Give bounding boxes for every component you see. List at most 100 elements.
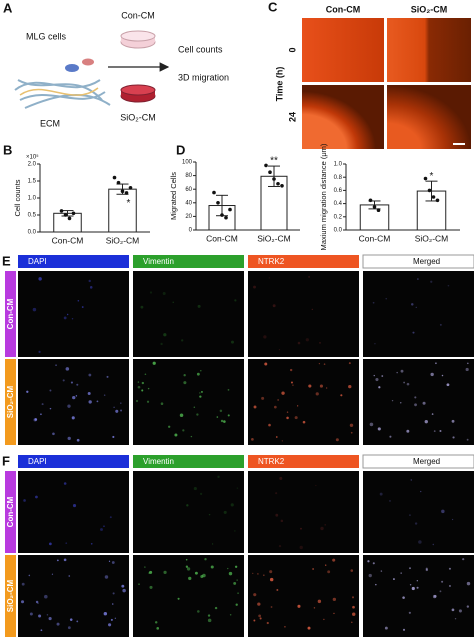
y-tick-label: 0.5 xyxy=(28,213,37,219)
y-tick-label: 0.2 xyxy=(334,214,343,220)
y-tick-label: 0 xyxy=(189,228,193,234)
signal xyxy=(199,492,203,495)
signal xyxy=(433,430,436,433)
signal xyxy=(400,369,404,373)
signal xyxy=(311,308,314,311)
micrograph xyxy=(18,471,129,553)
signal xyxy=(149,570,153,574)
signal xyxy=(253,593,257,597)
cell xyxy=(82,58,94,66)
signal xyxy=(400,572,402,574)
significance: ** xyxy=(270,156,278,167)
row-label: 24 xyxy=(287,112,297,122)
signal xyxy=(253,619,256,622)
signal xyxy=(66,313,69,316)
signal xyxy=(297,341,301,345)
signal xyxy=(451,608,455,612)
signal xyxy=(137,385,141,389)
signal xyxy=(217,475,220,478)
signal xyxy=(258,614,262,618)
data-point xyxy=(224,215,228,220)
signal xyxy=(234,530,236,532)
signal xyxy=(291,381,293,384)
signal xyxy=(272,304,276,308)
signal xyxy=(349,423,354,428)
signal xyxy=(71,416,75,420)
signal xyxy=(96,400,99,403)
micrograph xyxy=(133,359,244,445)
x-tick-label: Con-CM xyxy=(359,233,391,243)
signal xyxy=(447,284,450,287)
micrograph xyxy=(18,555,129,637)
signal xyxy=(400,402,402,404)
signal xyxy=(281,440,283,442)
signal xyxy=(210,565,214,569)
data-point xyxy=(67,216,72,221)
signal xyxy=(452,436,455,439)
y-tick-label: 2.0 xyxy=(28,162,37,168)
signal xyxy=(138,583,140,585)
signal xyxy=(424,419,428,424)
signal xyxy=(112,435,115,439)
row-header xyxy=(5,359,16,445)
panel-label: A xyxy=(3,0,13,15)
signal xyxy=(289,368,293,372)
signal xyxy=(402,628,406,631)
data-point xyxy=(272,177,276,181)
signal xyxy=(186,504,189,507)
signal xyxy=(226,567,229,570)
signal xyxy=(87,392,91,396)
ecm-fibers xyxy=(14,79,111,109)
signal xyxy=(307,626,311,630)
data-point xyxy=(63,213,68,217)
data-point xyxy=(427,188,432,193)
signal xyxy=(348,362,351,365)
signal xyxy=(196,413,199,416)
output-label: 3D migration xyxy=(178,72,229,82)
signal xyxy=(70,381,74,384)
signal xyxy=(389,435,392,438)
signal xyxy=(223,510,227,514)
row-label: SiO₂-CM xyxy=(6,385,15,418)
signal xyxy=(352,612,356,616)
data-point xyxy=(431,195,436,199)
signal xyxy=(115,409,119,413)
signal xyxy=(156,627,160,630)
signal xyxy=(90,542,93,545)
data-point xyxy=(376,208,381,212)
x-tick-label: SiO₂-CM xyxy=(257,233,291,243)
signal xyxy=(325,564,327,566)
signal xyxy=(266,621,269,625)
signal xyxy=(439,323,442,326)
migration-images xyxy=(302,18,471,149)
panel-label: C xyxy=(268,0,278,14)
channel-header xyxy=(133,255,244,268)
y-tick-label: 0.4 xyxy=(334,201,343,207)
signal xyxy=(141,389,144,392)
channel-label: DAPI xyxy=(28,457,47,466)
signal xyxy=(76,383,79,386)
signal xyxy=(278,544,282,548)
dish-con-top xyxy=(120,30,156,42)
signal xyxy=(408,611,411,614)
row-label: 0 xyxy=(287,47,297,52)
signal xyxy=(305,338,309,342)
y-tick-label: 100 xyxy=(182,160,193,166)
signal xyxy=(419,490,422,493)
signal xyxy=(268,277,271,279)
signal xyxy=(274,405,277,409)
signal xyxy=(194,571,198,575)
panel-label: D xyxy=(176,142,185,157)
channel-header xyxy=(18,455,129,468)
data-point xyxy=(423,176,428,181)
signal xyxy=(174,433,178,437)
data-point xyxy=(112,175,117,180)
y-axis-label: Migrated Cells xyxy=(169,172,178,220)
signal xyxy=(297,604,301,608)
signal xyxy=(286,416,289,420)
signal xyxy=(415,306,417,308)
signal xyxy=(108,560,111,562)
signal xyxy=(416,278,419,280)
signal xyxy=(230,340,234,344)
signal xyxy=(340,394,343,397)
